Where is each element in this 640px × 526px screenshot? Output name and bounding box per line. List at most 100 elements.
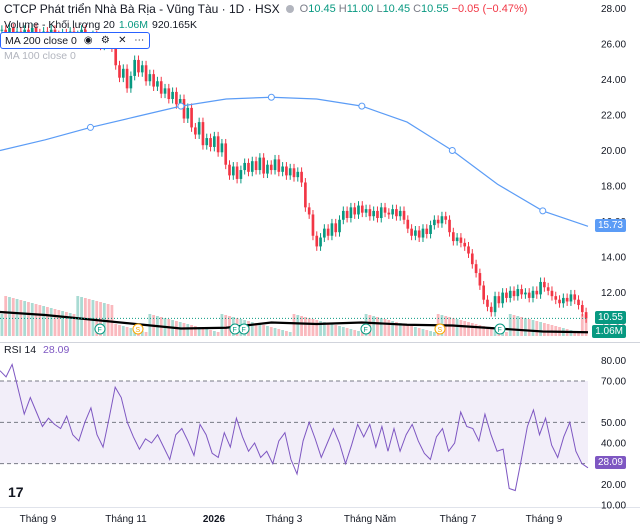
volume-bar xyxy=(220,314,224,336)
candle xyxy=(398,210,402,217)
candle xyxy=(296,171,300,178)
candle xyxy=(224,143,228,165)
volume-bar xyxy=(83,298,87,336)
rsi-tick-label: 80.00 xyxy=(601,356,626,367)
symbol-title[interactable]: CTCP Phát triển Nhà Bà Rịa - Vũng Tàu · … xyxy=(4,2,280,16)
volume-bar xyxy=(470,323,474,336)
volume-legend[interactable]: Volume - Khối lượng 20 1.06M 920.165K xyxy=(4,19,197,31)
candle xyxy=(133,59,136,76)
candle xyxy=(368,209,372,217)
candle xyxy=(330,223,334,236)
candle xyxy=(311,214,315,236)
settings-icon[interactable]: ⚙ xyxy=(100,35,110,46)
volume-bar xyxy=(421,329,425,336)
rsi-value: 28.09 xyxy=(43,344,70,356)
volume-bar xyxy=(114,324,118,336)
volume-bar xyxy=(273,328,277,336)
candle xyxy=(247,162,250,172)
candle xyxy=(194,127,197,135)
volume-bar xyxy=(345,328,349,336)
volume-bar xyxy=(19,300,23,336)
price-tick-label: 24.00 xyxy=(601,75,626,86)
volume-bar xyxy=(508,314,512,336)
volume-bar xyxy=(53,309,57,336)
candle xyxy=(391,209,394,215)
candle xyxy=(565,297,569,302)
volume-tag: 1.06M xyxy=(592,325,626,338)
ma200-line xyxy=(0,96,589,227)
candle xyxy=(159,81,163,94)
candle xyxy=(531,290,535,298)
candle xyxy=(554,296,558,300)
rsi-tick-label: 40.00 xyxy=(601,439,626,450)
rsi-tick-label: 20.00 xyxy=(601,480,626,491)
volume-bar xyxy=(406,325,410,336)
volume-bar xyxy=(61,311,64,336)
candle xyxy=(156,81,159,87)
volume-bar xyxy=(129,328,133,336)
volume-bar xyxy=(383,319,387,336)
candle xyxy=(577,299,580,306)
candle xyxy=(395,209,398,217)
candle xyxy=(569,294,573,302)
candle xyxy=(163,88,167,94)
volume-bar xyxy=(520,317,524,336)
price-tick-label: 26.00 xyxy=(601,39,626,50)
volume-ma-value: 920.165K xyxy=(152,19,197,31)
tradingview-logo[interactable]: 17 xyxy=(8,484,24,500)
candle xyxy=(334,223,338,233)
rsi-legend[interactable]: RSI 14 28.09 xyxy=(4,344,69,356)
volume-bar xyxy=(349,329,353,336)
close-icon[interactable]: ✕ xyxy=(118,35,127,46)
volume-ma-line xyxy=(0,310,589,334)
volume-bar xyxy=(531,320,535,336)
volume-bar xyxy=(201,328,205,336)
volume-bar xyxy=(391,321,395,336)
volume-bar xyxy=(80,297,83,336)
candle xyxy=(421,228,425,238)
volume-bar xyxy=(410,326,413,336)
candle xyxy=(239,170,243,179)
candle xyxy=(573,294,577,300)
ma200-marker xyxy=(86,123,94,131)
more-icon[interactable]: ⋯ xyxy=(134,35,145,46)
candle xyxy=(497,296,501,304)
volume-bar xyxy=(140,331,144,336)
volume-bar xyxy=(285,331,288,336)
candle xyxy=(489,306,493,313)
volume-bar xyxy=(125,327,129,336)
candle xyxy=(425,228,429,234)
candle xyxy=(524,292,527,295)
candle xyxy=(182,99,186,119)
candle xyxy=(493,296,497,313)
ma200-marker xyxy=(177,102,185,110)
ma200-marker xyxy=(358,102,366,110)
ma100-legend[interactable]: MA 100 close 0 xyxy=(4,50,76,62)
volume-bar xyxy=(118,325,121,336)
ma200-legend[interactable]: MA 200 close 0 ◉ ⚙ ✕ ⋯ xyxy=(0,32,150,49)
event-marker xyxy=(94,323,106,335)
volume-bar xyxy=(322,322,326,336)
candle xyxy=(539,281,542,295)
volume-bar xyxy=(34,304,38,336)
event-marker xyxy=(434,323,446,335)
candle xyxy=(341,210,345,220)
candle xyxy=(304,182,307,208)
volume-bar xyxy=(417,328,421,336)
low-value: 10.45 xyxy=(382,3,411,15)
volume-bar xyxy=(379,318,383,336)
volume-bar xyxy=(99,302,102,336)
volume-bar xyxy=(319,321,322,336)
price-tick-label: 28.00 xyxy=(601,4,626,15)
volume-bar xyxy=(372,316,376,336)
volume-bar xyxy=(216,332,220,336)
candle xyxy=(383,207,387,213)
candle xyxy=(0,29,4,31)
candle xyxy=(178,99,182,105)
eye-icon[interactable]: ◉ xyxy=(83,35,93,46)
volume-bar xyxy=(193,326,197,336)
volume-bar xyxy=(376,317,379,336)
volume-bar xyxy=(42,306,46,336)
high-label: H xyxy=(338,3,347,15)
